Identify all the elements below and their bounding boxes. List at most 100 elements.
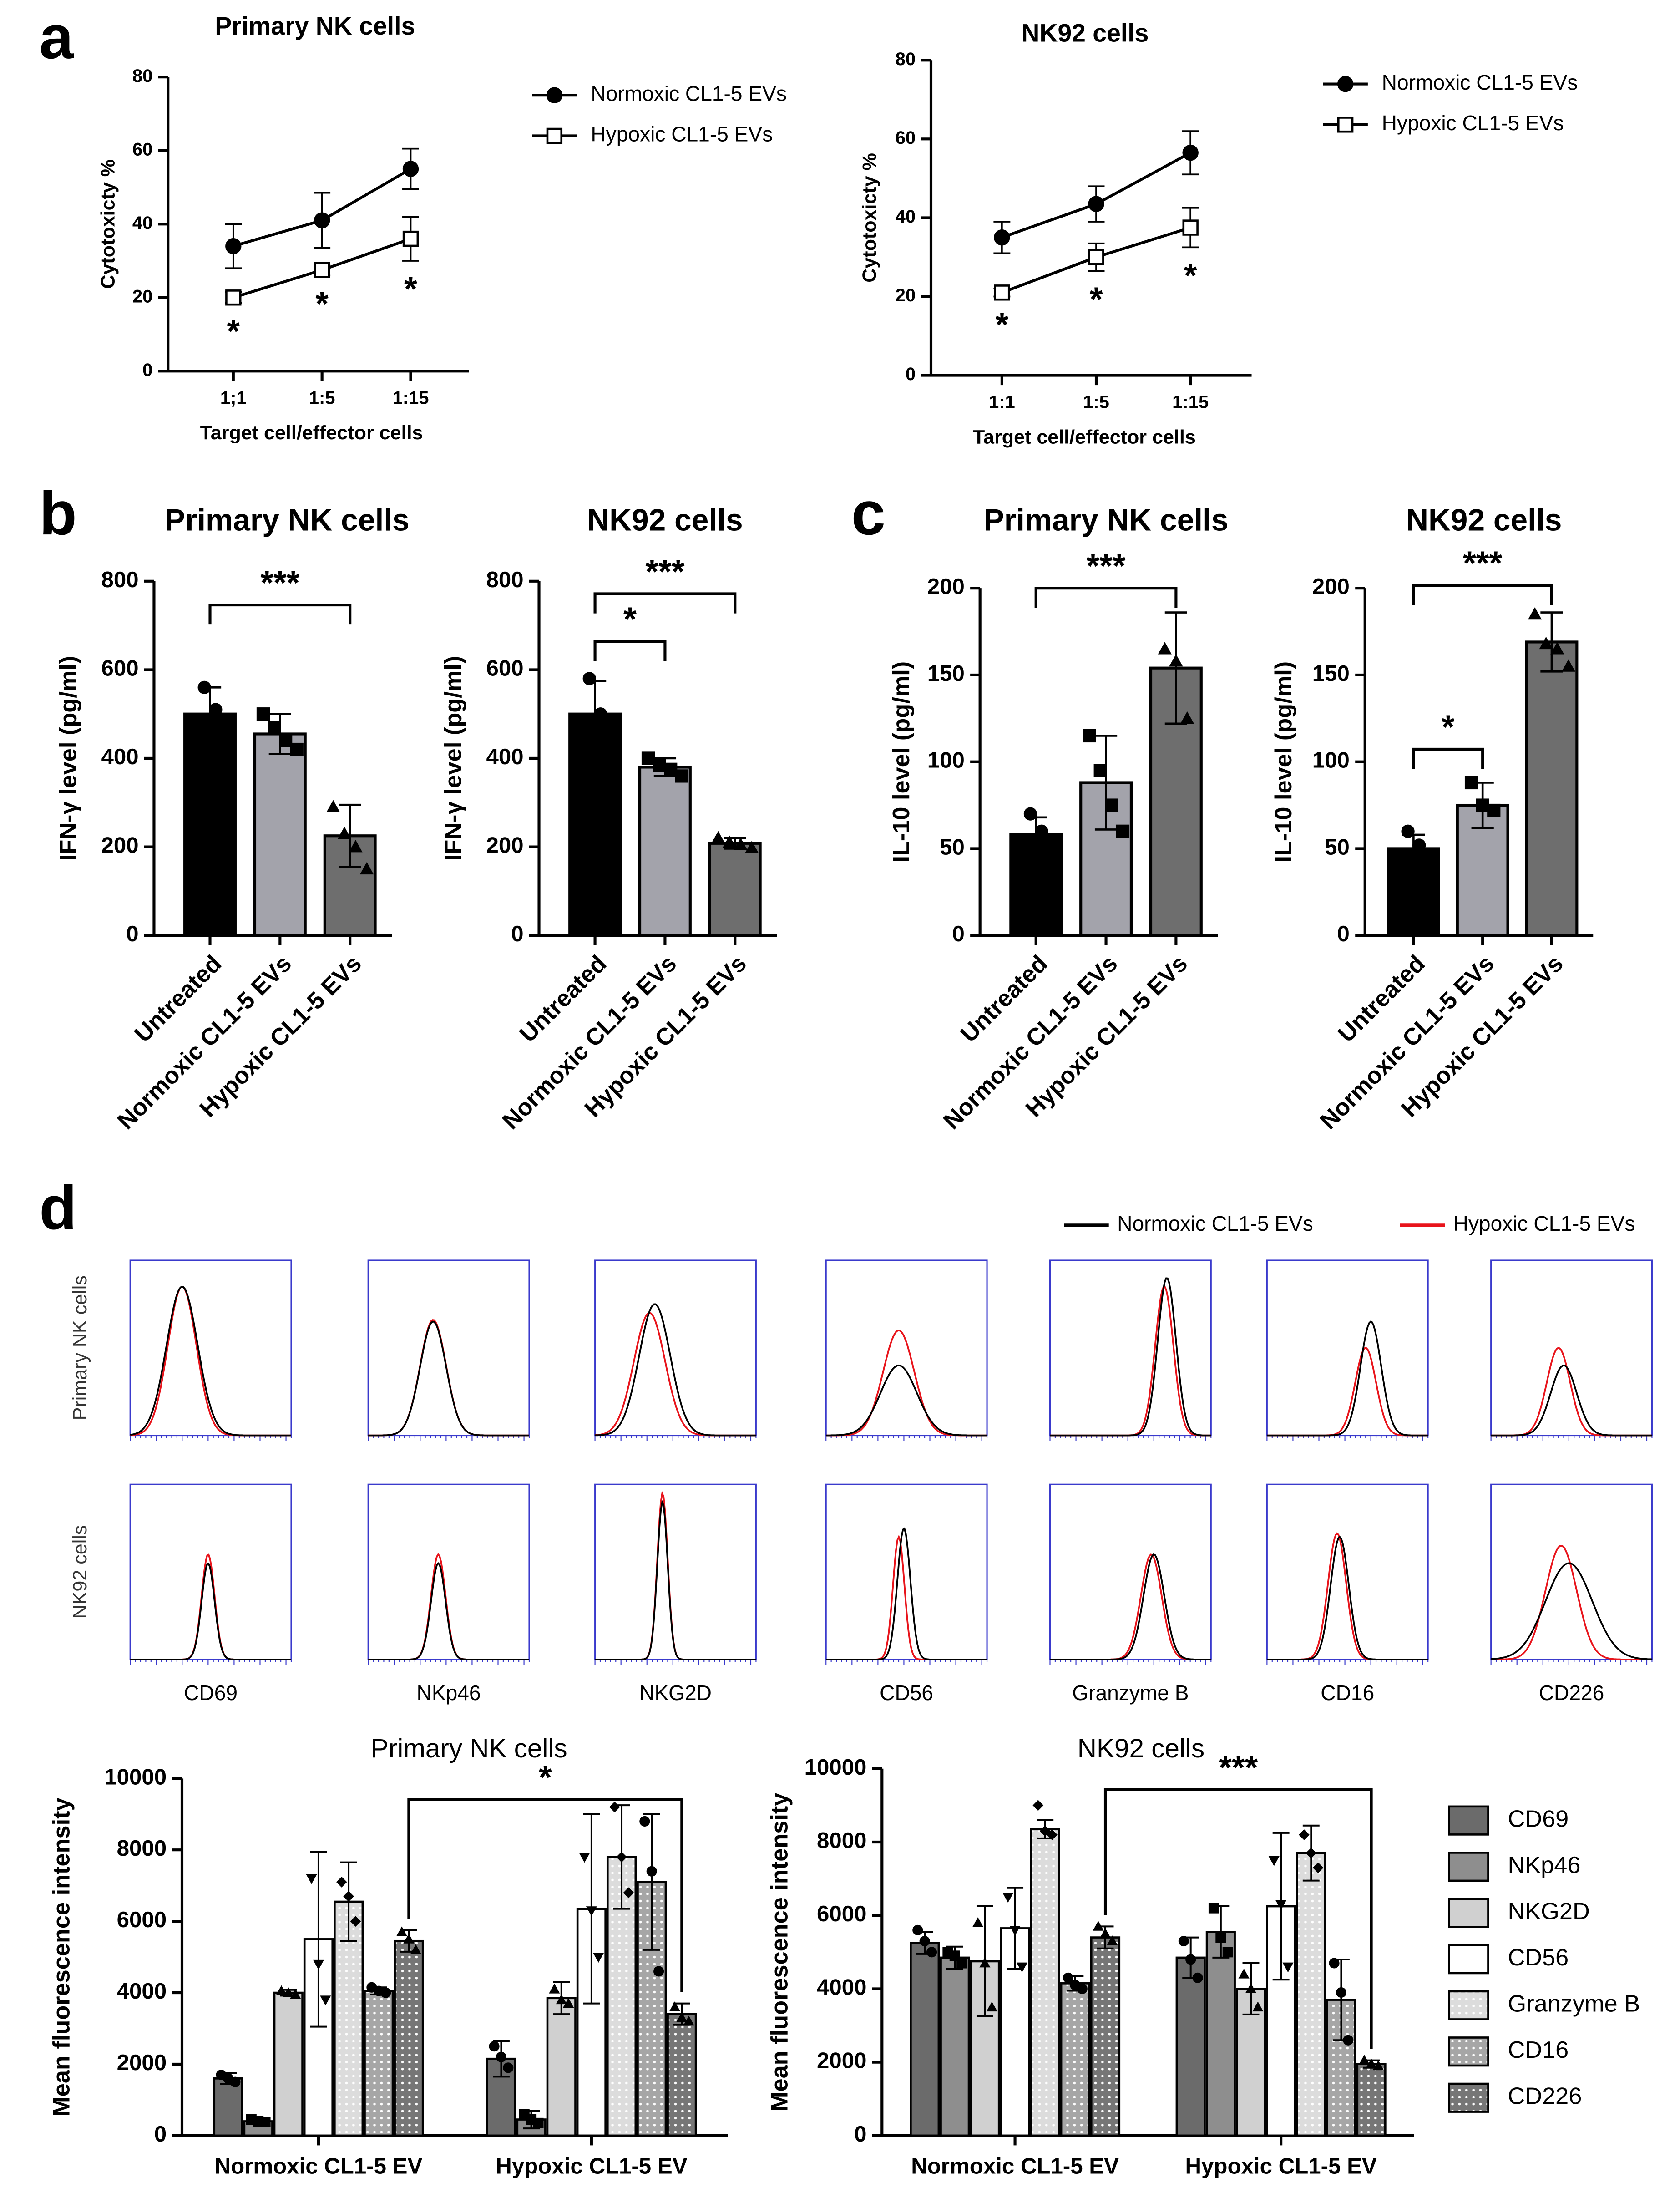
point bbox=[1032, 1800, 1044, 1811]
point bbox=[1366, 2058, 1377, 2069]
y-axis-label: Cytotoxicty % bbox=[859, 153, 880, 283]
x-tick-label: 1:5 bbox=[309, 388, 335, 408]
significance-label: * bbox=[404, 270, 417, 308]
legend-label: Hypoxic CL1-5 EVs bbox=[591, 122, 773, 146]
histogram-curve bbox=[595, 1312, 756, 1437]
legend-label: CD69 bbox=[1508, 1806, 1569, 1832]
y-axis-label: Mean fluorescence intensity bbox=[767, 1793, 793, 2112]
point bbox=[1107, 1935, 1118, 1946]
point bbox=[403, 1934, 415, 1944]
histogram-curve bbox=[1491, 1562, 1652, 1660]
bar bbox=[1175, 1956, 1206, 2137]
point bbox=[1550, 642, 1564, 655]
significance-label: * bbox=[1184, 256, 1197, 294]
point bbox=[926, 1947, 937, 1958]
bar bbox=[364, 1990, 394, 2137]
y-tick-label: 100 bbox=[1312, 748, 1350, 773]
point bbox=[1343, 2035, 1354, 2046]
marker-label: CD56 bbox=[880, 1681, 933, 1705]
y-tick-label: 2000 bbox=[817, 2048, 866, 2073]
point bbox=[919, 1936, 930, 1947]
bar bbox=[1060, 1982, 1090, 2137]
point bbox=[1401, 824, 1415, 838]
panel-label: c bbox=[851, 478, 886, 548]
legend-swatch bbox=[1448, 1990, 1489, 2020]
point bbox=[1180, 711, 1194, 724]
y-tick-label: 0 bbox=[1337, 921, 1350, 946]
point bbox=[1268, 1856, 1280, 1866]
y-tick-label: 200 bbox=[927, 574, 965, 599]
point bbox=[676, 2012, 688, 2022]
histogram-curve bbox=[1050, 1553, 1211, 1660]
bar bbox=[576, 1908, 607, 2137]
significance-bracket bbox=[1412, 747, 1484, 769]
histogram-frame bbox=[367, 1483, 530, 1660]
point bbox=[320, 1995, 331, 2006]
legend-label: Normoxic CL1-5 EVs bbox=[1382, 71, 1578, 94]
significance-label: * bbox=[1442, 708, 1455, 746]
histogram-curve bbox=[826, 1364, 987, 1437]
y-tick-label: 600 bbox=[486, 655, 524, 680]
point bbox=[1116, 824, 1130, 838]
point bbox=[1275, 1900, 1287, 1910]
histogram-frame bbox=[1490, 1259, 1653, 1437]
point bbox=[1093, 1921, 1104, 1931]
point bbox=[669, 2001, 681, 2011]
y-tick-label: 50 bbox=[940, 834, 965, 859]
point bbox=[1412, 838, 1426, 852]
point bbox=[582, 672, 596, 685]
bar bbox=[394, 1939, 424, 2137]
legend-label: CD16 bbox=[1508, 2037, 1569, 2063]
point bbox=[402, 161, 419, 177]
point bbox=[641, 751, 655, 765]
histogram-curve bbox=[368, 1562, 529, 1660]
point bbox=[1539, 636, 1553, 650]
point bbox=[1185, 1954, 1196, 1965]
legend-label: Granzyme B bbox=[1508, 1991, 1640, 2017]
point bbox=[268, 721, 281, 734]
point bbox=[979, 1957, 991, 1968]
marker-label: Granzyme B bbox=[1072, 1681, 1189, 1705]
bar bbox=[940, 1956, 970, 2137]
significance-label: *** bbox=[1219, 1748, 1258, 1786]
y-tick-label: 600 bbox=[101, 655, 138, 680]
y-tick-label: 0 bbox=[952, 921, 964, 946]
point bbox=[350, 1916, 361, 1927]
legend-swatch bbox=[1448, 2082, 1489, 2113]
y-tick-label: 60 bbox=[132, 139, 152, 159]
y-tick-label: 80 bbox=[132, 66, 152, 86]
error-bar bbox=[1540, 611, 1563, 673]
histogram-frame bbox=[129, 1483, 292, 1660]
point bbox=[1077, 1983, 1088, 1994]
legend-label: Hypoxic CL1-5 EVs bbox=[1382, 111, 1564, 135]
point bbox=[1083, 729, 1096, 743]
point bbox=[1063, 1972, 1074, 1983]
histogram-curve bbox=[1050, 1553, 1211, 1660]
point bbox=[711, 831, 725, 843]
histogram-frame bbox=[594, 1259, 757, 1437]
point bbox=[1372, 2060, 1384, 2071]
histogram-frame bbox=[825, 1483, 988, 1660]
chart-title: Primary NK cells bbox=[984, 503, 1229, 537]
error-bar bbox=[339, 803, 361, 868]
bar bbox=[1090, 1936, 1121, 2137]
y-tick-label: 6000 bbox=[817, 1901, 866, 1926]
panel-label: a bbox=[39, 2, 74, 71]
bar bbox=[1356, 2063, 1387, 2137]
point bbox=[609, 1802, 620, 1812]
histogram-frame bbox=[1049, 1259, 1212, 1437]
point bbox=[1306, 1848, 1317, 1859]
y-tick-label: 10000 bbox=[805, 1755, 867, 1780]
point bbox=[1169, 654, 1183, 667]
x-axis-label: Target cell/effector cells bbox=[973, 426, 1196, 448]
point bbox=[646, 1866, 657, 1877]
point bbox=[1039, 1825, 1051, 1837]
point bbox=[1464, 776, 1478, 790]
x-tick-label: Hypoxic CL1-5 EV bbox=[1185, 2154, 1377, 2179]
x-axis-label: Target cell/effector cells bbox=[200, 422, 423, 444]
significance-bracket bbox=[1412, 584, 1553, 605]
error-bar bbox=[643, 1813, 660, 1951]
panel-label: b bbox=[39, 478, 77, 548]
